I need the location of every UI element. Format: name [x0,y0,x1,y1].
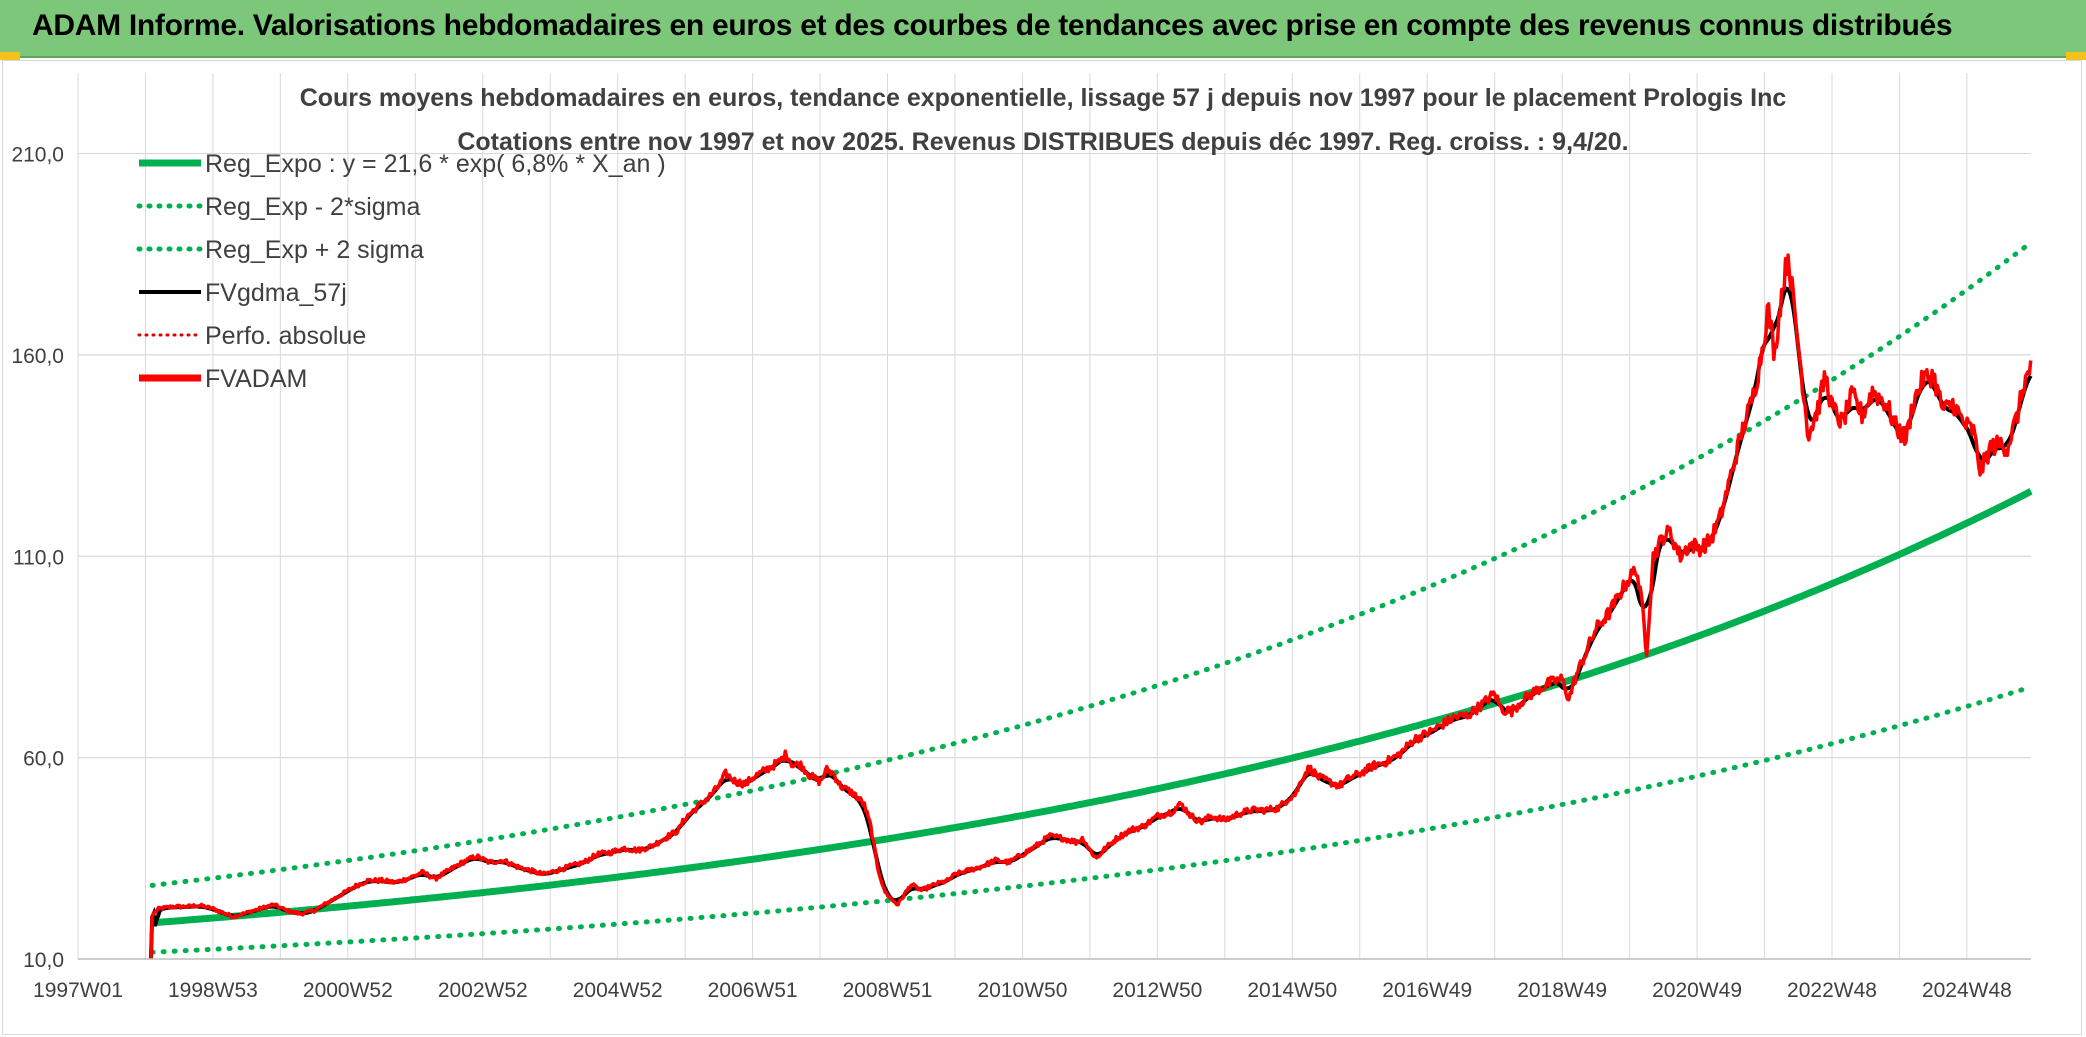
corner-marker-left [0,52,20,60]
chart: 10,0 60,0 110,0 160,0 210,0 1997W01 1998W53 200… [11,73,2034,1002]
x-tick-label: 2006W51 [708,979,798,1002]
banner: ADAM Informe. Valorisations hebdomadaire… [0,0,2086,58]
x-tick-label: 1997W01 [33,979,123,1002]
x-tick-label: 2024W48 [1922,979,2012,1002]
x-tick-label: 1998W53 [168,979,258,1002]
y-tick-label: 160,0 [11,345,64,368]
axes: 10,0 60,0 110,0 160,0 210,0 1997W01 1998W53 200… [11,144,2031,1002]
chart-subtitle: Cotations entre nov 1997 et nov 2025. Re… [457,128,1628,156]
x-tick-label: 2012W50 [1112,979,1202,1002]
series-fvgdma-57j [148,286,2033,960]
legend-label-reg_plus: Reg_Exp + 2 sigma [205,236,424,264]
legend-label-reg_minus: Reg_Exp - 2*sigma [205,193,420,221]
y-tick-label: 10,0 [23,949,64,972]
chart-area: 10,0 60,0 110,0 160,0 210,0 1997W01 1998W53 200… [2,60,2082,1035]
y-tick-label: 60,0 [23,748,64,771]
x-tick-label: 2002W52 [438,979,528,1002]
y-tick-label: 210,0 [11,144,64,167]
series-reg-plus-2sigma [149,239,2034,888]
banner-title: ADAM Informe. Valorisations hebdomadaire… [32,9,1953,42]
legend-label-perfo: Perfo. absolue [205,322,366,350]
x-tick-label: 2010W50 [978,979,1068,1002]
legend-label-fvgdma: FVgdma_57j [205,279,347,307]
grid [77,73,2031,960]
series-reg-expo [151,488,2033,927]
series-layer [148,239,2034,960]
x-tick-label: 2022W48 [1787,979,1877,1002]
legend-label-fvadam: FVADAM [205,365,307,393]
x-tick-label: 2014W50 [1247,979,1337,1002]
x-tick-label: 2000W52 [303,979,393,1002]
x-tick-label: 2008W51 [843,979,933,1002]
legend-label-reg_expo: Reg_Expo : y = 21,6 * exp( 6,8% * X_an ) [205,150,666,178]
legend: Reg_Expo : y = 21,6 * exp( 6,8% * X_an )… [136,150,666,393]
x-tick-label: 2016W49 [1382,979,1472,1002]
y-tick-label: 110,0 [13,546,64,569]
corner-marker-right [2066,52,2086,60]
chart-title: Cours moyens hebdomadaires en euros, ten… [300,84,1787,112]
x-tick-label: 2020W49 [1652,979,1742,1002]
x-tick-label: 2004W52 [573,979,663,1002]
series-fvadam [149,253,2033,960]
series-reg-minus-2sigma [149,684,2034,955]
x-tick-label: 2018W49 [1517,979,1607,1002]
